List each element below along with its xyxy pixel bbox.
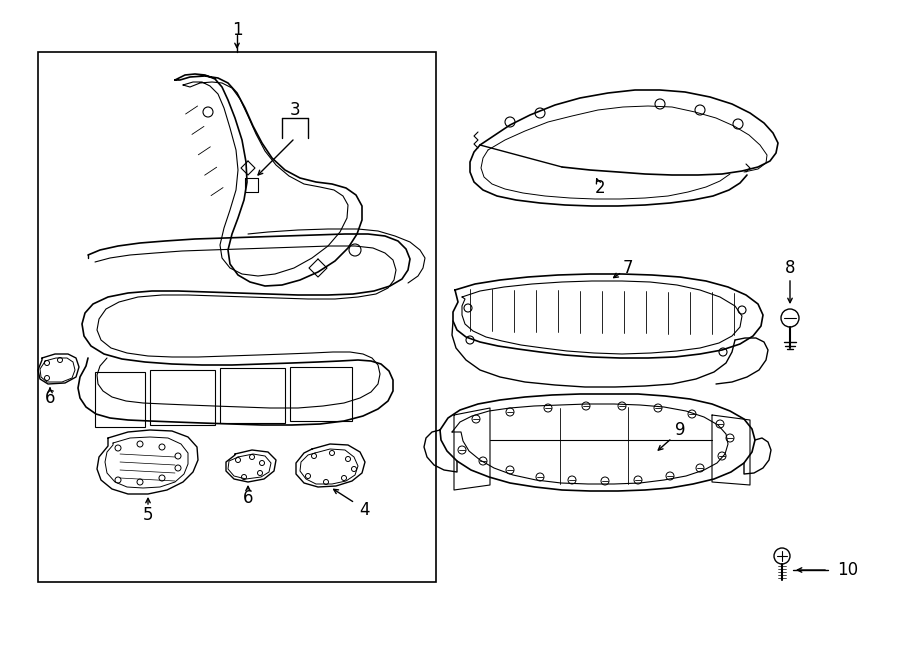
Bar <box>95 372 145 427</box>
Bar <box>220 368 285 423</box>
Text: 8: 8 <box>785 259 796 277</box>
Text: 6: 6 <box>243 489 253 507</box>
Text: 2: 2 <box>595 179 606 197</box>
Text: 1: 1 <box>231 21 242 39</box>
Bar <box>150 370 215 425</box>
Bar <box>290 367 352 421</box>
Bar <box>38 52 436 582</box>
Text: 6: 6 <box>45 389 55 407</box>
Text: 4: 4 <box>360 501 370 519</box>
Text: 3: 3 <box>290 101 301 119</box>
Text: 7: 7 <box>623 259 634 277</box>
Text: 9: 9 <box>675 421 685 439</box>
Text: 5: 5 <box>143 506 153 524</box>
Text: 10: 10 <box>837 561 859 579</box>
